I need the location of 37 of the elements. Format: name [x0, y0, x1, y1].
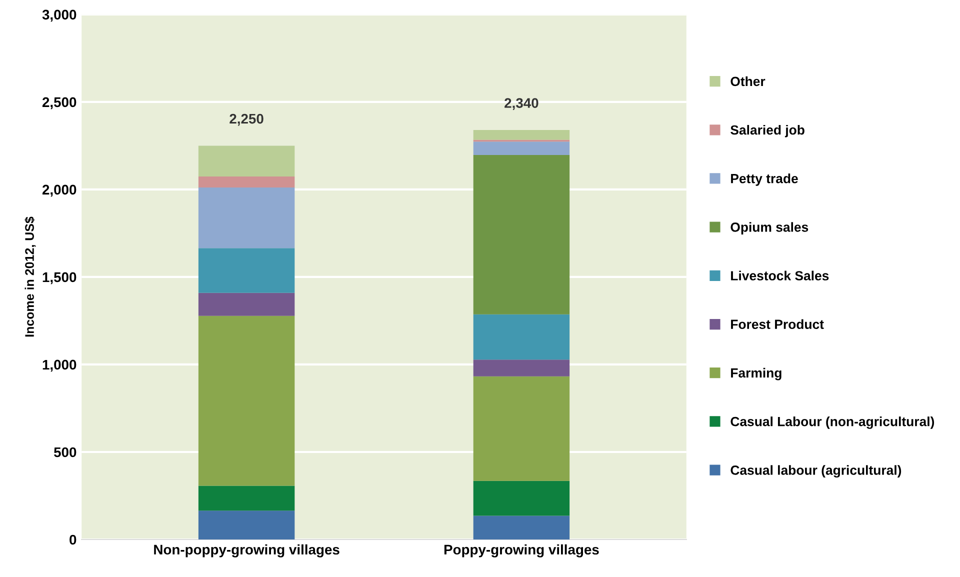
y-tick-label: 1,000	[42, 360, 76, 372]
bar	[473, 154, 570, 314]
bar	[198, 176, 295, 188]
y-tick-label: 3,000	[42, 10, 76, 22]
legend-label: Other	[730, 76, 766, 86]
bar	[473, 142, 570, 155]
bar	[198, 188, 295, 248]
x-tick-label: Poppy-growing villages	[444, 544, 599, 558]
total-label: 2,250	[230, 114, 264, 126]
bar	[198, 248, 295, 293]
y-tick-label: 1,500	[42, 272, 76, 284]
legend-label: Farming	[731, 368, 782, 380]
bar	[473, 376, 570, 481]
y-tick-label: 500	[54, 447, 76, 458]
x-tick-label: Non-poppy-growing villages	[154, 544, 340, 558]
bar	[198, 486, 295, 511]
y-tick-label: 2,000	[42, 184, 76, 197]
bar	[198, 316, 295, 486]
legend-label: Opium sales	[730, 222, 808, 234]
legend-label: Petty trade	[731, 174, 798, 186]
total-label: 2,340	[504, 98, 538, 110]
bar	[473, 314, 570, 360]
bar	[473, 360, 570, 376]
legend-label: Livestock Sales	[731, 270, 829, 280]
y-tick-label: 2,500	[42, 97, 76, 110]
legend-label: Forest Product	[731, 319, 824, 329]
bar	[473, 130, 570, 140]
bar	[198, 292, 295, 316]
bar	[198, 510, 295, 540]
legend-label: Casual Labour (non-agricultural)	[730, 416, 934, 429]
y-tick-label: 0	[70, 534, 76, 545]
bar	[473, 516, 570, 540]
bar	[198, 146, 295, 176]
legend-label: Salaried job	[730, 124, 804, 138]
legend-label: Casual labour (agricultural)	[730, 465, 902, 478]
bar	[473, 480, 570, 516]
y-axis-title: Income in 2012, US$	[24, 216, 36, 337]
